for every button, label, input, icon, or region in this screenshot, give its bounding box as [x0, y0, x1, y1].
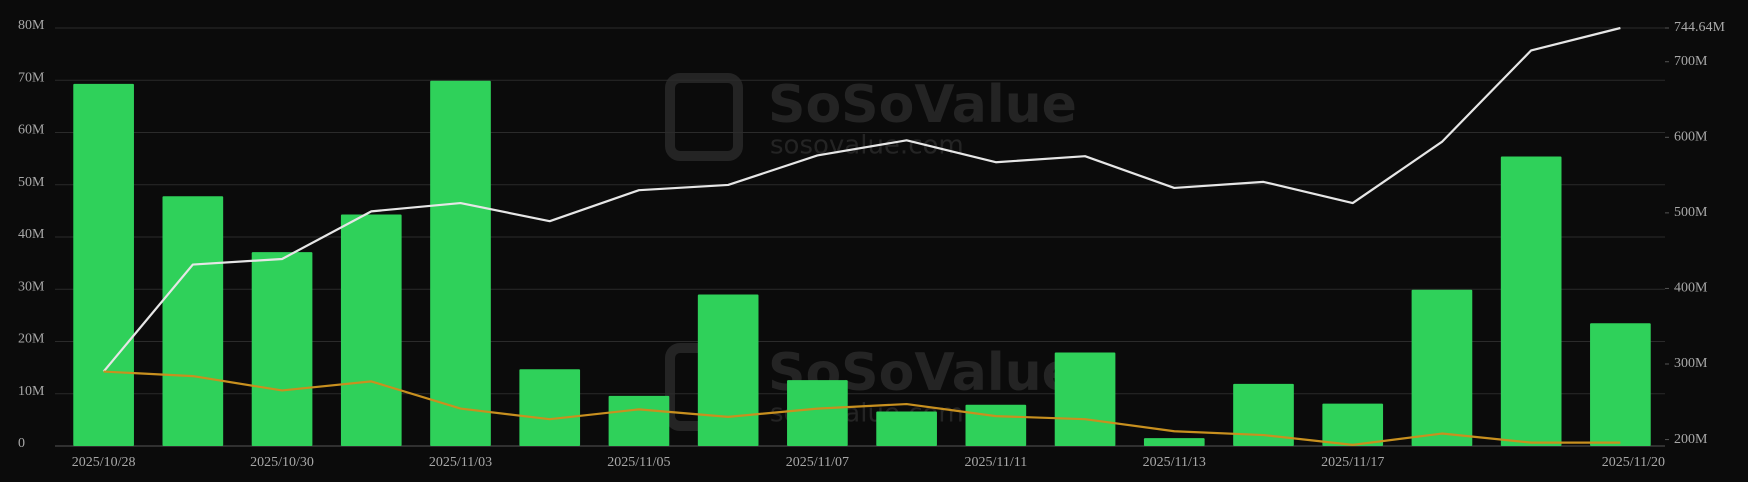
y2-tick-label: 744.64M [1674, 20, 1726, 35]
bar [876, 411, 937, 446]
watermark-logo [665, 73, 743, 161]
bar [1143, 438, 1205, 446]
bar [1590, 323, 1651, 446]
watermark-url: sosovalue.com [770, 131, 964, 161]
line [102, 26, 1621, 373]
x-tick-label: 2025/11/07 [786, 455, 849, 470]
bar [1500, 156, 1562, 446]
watermark-brand: SoSoValue [768, 75, 1077, 135]
x-tick-label: 2025/10/28 [72, 455, 136, 470]
bar [965, 404, 1027, 446]
line [103, 370, 1621, 446]
x-tick-label: 2025/11/03 [429, 455, 492, 470]
bar [1322, 403, 1384, 446]
y2-tick-label: 600M [1674, 130, 1708, 145]
bar [162, 196, 224, 446]
bar [1054, 352, 1116, 446]
bar [73, 83, 134, 446]
bar [608, 395, 670, 446]
y-tick-label: 50M [18, 175, 45, 190]
x-tick-label: 2025/11/11 [964, 455, 1027, 470]
y-tick-label: 40M [18, 227, 45, 242]
bar [1233, 383, 1294, 446]
y-tick-label: 20M [18, 332, 45, 347]
y-tick-label: 10M [18, 384, 45, 399]
y2-tick-label: 400M [1674, 281, 1708, 296]
bar [251, 252, 313, 446]
x-tick-label: 2025/11/17 [1321, 455, 1384, 470]
x-tick-label: 2025/11/05 [607, 455, 670, 470]
bar [697, 294, 759, 446]
x-tick-label: 2025/11/20 [1602, 455, 1665, 470]
bar [519, 369, 581, 446]
y-tick-label: 30M [18, 279, 45, 294]
x-tick-label: 2025/11/13 [1143, 455, 1206, 470]
y-tick-label: 60M [18, 123, 45, 138]
y-tick-label: 70M [18, 70, 45, 85]
bar [340, 214, 402, 446]
bar [430, 80, 491, 447]
y2-tick-label: 300M [1674, 356, 1708, 371]
y2-tick-label: 200M [1674, 432, 1708, 447]
y2-tick-label: 700M [1674, 54, 1708, 69]
x-tick-label: 2025/10/30 [250, 455, 314, 470]
y-tick-label: 80M [18, 18, 45, 33]
bar [1411, 289, 1473, 446]
y-tick-label: 0 [18, 436, 25, 451]
y2-tick-label: 500M [1674, 205, 1708, 220]
bar [787, 380, 848, 446]
